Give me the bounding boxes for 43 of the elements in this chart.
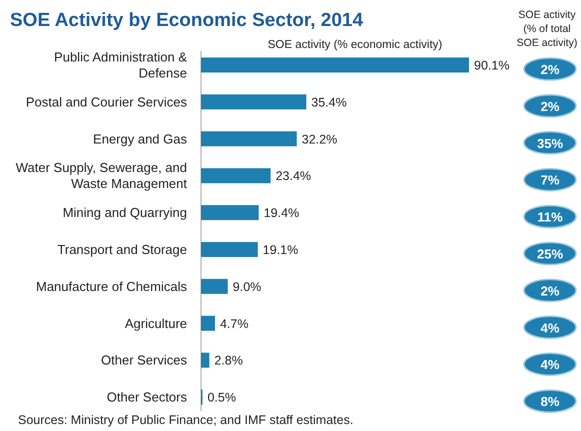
bar — [201, 316, 215, 331]
y-tick-label: Public Administration & Defense — [54, 50, 188, 80]
data-label: 8% — [540, 394, 560, 410]
data-label: 90.1% — [474, 58, 510, 72]
y-tick-label: Water Supply, Sewerage, and Waste Management — [16, 160, 188, 192]
data-label: 2% — [540, 283, 560, 298]
data-label: 11% — [537, 210, 564, 225]
bar — [201, 168, 271, 184]
data-label: 4% — [540, 320, 560, 336]
data-label: 2% — [540, 98, 560, 114]
data-label: 4% — [540, 357, 560, 372]
data-label: 25% — [536, 246, 564, 262]
x-axis-title: SOE activity (% economic activity) — [268, 39, 442, 51]
data-label: 0.5% — [207, 390, 236, 405]
data-label: 9.0% — [232, 280, 262, 294]
y-tick-label: Manufacture of Chemicals — [36, 278, 188, 294]
y-tick-label: Energy and Gas — [93, 131, 188, 146]
data-label: 23.4% — [276, 169, 312, 184]
y-tick-label: Agriculture — [124, 316, 187, 331]
y-tick-label: Postal and Courier Services — [26, 94, 188, 110]
y-tick-label: Other Services — [101, 352, 188, 368]
bar — [201, 58, 469, 72]
y-tick-label: Other Sectors — [106, 390, 188, 405]
bar — [201, 278, 228, 294]
bar — [201, 242, 258, 257]
data-label: 19.1% — [262, 243, 298, 257]
text: SOE activity (% of total SOE activity) — [516, 9, 578, 49]
data-label: 4.7% — [220, 316, 248, 331]
data-label: 35.4% — [311, 95, 347, 110]
data-label: 2% — [540, 62, 560, 77]
data-label: 32.2% — [302, 132, 338, 146]
data-label: 19.4% — [264, 206, 300, 220]
data-label: 2.8% — [214, 354, 243, 368]
bar — [201, 352, 210, 368]
source-note: Sources: Ministry of Public Finance; and IMF staff estimates. — [18, 413, 354, 427]
y-tick-label: Mining and Quarrying — [62, 205, 187, 220]
bar — [201, 94, 306, 110]
chart-title: SOE Activity by Economic Sector, 2014 — [10, 10, 364, 31]
data-label: 35% — [536, 136, 564, 151]
data-label: 7% — [540, 172, 560, 188]
bar — [201, 205, 259, 220]
y-tick-label: Transport and Storage — [57, 242, 187, 257]
bar — [201, 131, 297, 146]
